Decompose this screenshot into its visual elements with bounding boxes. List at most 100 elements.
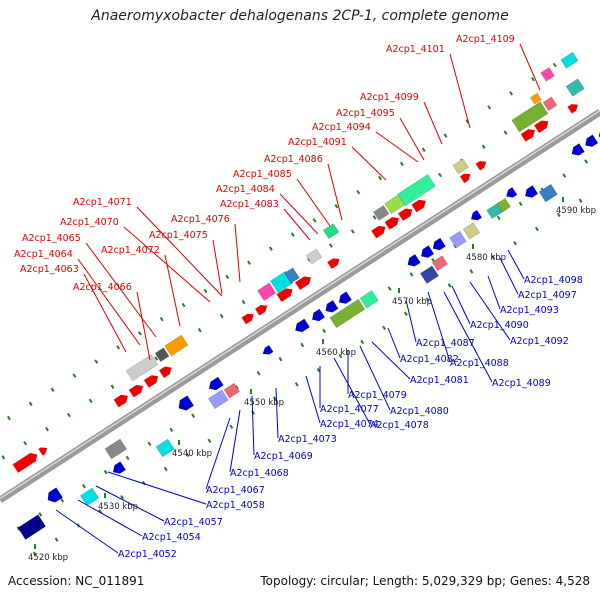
forward-gene-arrow[interactable]: [12, 450, 40, 473]
reverse-gene-arrow[interactable]: [596, 127, 600, 140]
reverse-gene-arrow[interactable]: [522, 185, 538, 200]
reverse-gene-arrow[interactable]: [569, 143, 585, 158]
forward-gene-arrow[interactable]: [159, 364, 174, 378]
reverse-gene-arrow[interactable]: [430, 237, 446, 253]
reverse-gene-label[interactable]: A2cp1_4052: [118, 549, 177, 560]
forward-gene-arrow[interactable]: [567, 101, 580, 114]
gene-feature[interactable]: [257, 282, 277, 301]
forward-gene-arrow[interactable]: [255, 302, 269, 316]
forward-gene-label[interactable]: A2cp1_4072: [101, 245, 160, 256]
gene-feature[interactable]: [322, 223, 340, 239]
gene-feature[interactable]: [125, 354, 159, 382]
gene-feature[interactable]: [154, 347, 170, 362]
gene-feature[interactable]: [207, 389, 229, 410]
gene-feature[interactable]: [329, 298, 366, 329]
gene-feature[interactable]: [305, 248, 323, 265]
gene-feature[interactable]: [397, 174, 436, 207]
reverse-gene-arrow[interactable]: [336, 291, 352, 307]
forward-gene-label[interactable]: A2cp1_4066: [73, 282, 132, 293]
reverse-gene-label[interactable]: A2cp1_4069: [254, 451, 313, 462]
gene-feature[interactable]: [530, 92, 542, 105]
forward-gene-label[interactable]: A2cp1_4076: [171, 214, 230, 225]
gene-feature[interactable]: [542, 96, 558, 112]
gene-feature[interactable]: [449, 230, 467, 249]
reverse-gene-label[interactable]: A2cp1_4098: [524, 275, 583, 286]
gene-feature[interactable]: [496, 197, 511, 213]
reverse-gene-label[interactable]: A2cp1_4073: [278, 434, 337, 445]
gene-feature[interactable]: [462, 222, 481, 240]
forward-gene-label[interactable]: A2cp1_4064: [14, 249, 73, 260]
reverse-gene-arrow[interactable]: [583, 134, 599, 150]
reverse-gene-label[interactable]: A2cp1_4090: [470, 320, 529, 331]
reverse-gene-arrow[interactable]: [110, 461, 126, 476]
reverse-gene-arrow[interactable]: [293, 318, 310, 335]
gene-feature[interactable]: [560, 51, 579, 69]
reverse-gene-arrow[interactable]: [261, 345, 274, 357]
reverse-gene-arrow[interactable]: [504, 187, 518, 200]
reverse-gene-label[interactable]: A2cp1_4079: [348, 390, 407, 401]
gene-feature[interactable]: [538, 183, 558, 203]
reverse-gene-label[interactable]: A2cp1_4054: [142, 532, 201, 543]
forward-gene-label[interactable]: A2cp1_4086: [264, 154, 323, 165]
forward-gene-label[interactable]: A2cp1_4099: [360, 92, 419, 103]
forward-gene-arrow[interactable]: [475, 158, 489, 171]
forward-gene-arrow[interactable]: [520, 126, 538, 142]
forward-gene-label[interactable]: A2cp1_4071: [73, 197, 132, 208]
gene-feature[interactable]: [359, 290, 379, 309]
reverse-gene-label[interactable]: A2cp1_4087: [416, 338, 475, 349]
forward-gene-label[interactable]: A2cp1_4091: [288, 137, 347, 148]
forward-gene-label[interactable]: A2cp1_4085: [233, 169, 292, 180]
forward-gene-arrow[interactable]: [295, 274, 313, 290]
reverse-gene-label[interactable]: A2cp1_4077: [320, 404, 379, 415]
gene-feature[interactable]: [223, 382, 240, 399]
gene-feature[interactable]: [431, 255, 449, 271]
gene-feature[interactable]: [511, 101, 549, 133]
reverse-gene-arrow[interactable]: [206, 376, 224, 393]
forward-gene-arrow[interactable]: [128, 382, 146, 398]
gene-feature[interactable]: [164, 334, 189, 357]
reverse-gene-label[interactable]: A2cp1_4092: [510, 336, 569, 347]
forward-gene-arrow[interactable]: [327, 256, 341, 269]
reverse-gene-label[interactable]: A2cp1_4078: [370, 420, 429, 431]
forward-gene-arrow[interactable]: [241, 311, 256, 325]
forward-gene-label[interactable]: A2cp1_4083: [220, 199, 279, 210]
forward-gene-label[interactable]: A2cp1_4070: [60, 217, 119, 228]
reverse-gene-label[interactable]: A2cp1_4088: [450, 358, 509, 369]
gene-feature[interactable]: [419, 265, 439, 284]
forward-gene-label[interactable]: A2cp1_4084: [216, 184, 275, 195]
reverse-gene-label[interactable]: A2cp1_4074: [320, 419, 379, 430]
forward-gene-arrow[interactable]: [276, 286, 295, 302]
gene-feature[interactable]: [104, 438, 127, 460]
reverse-gene-arrow[interactable]: [323, 300, 339, 315]
reverse-gene-label[interactable]: A2cp1_4097: [518, 290, 577, 301]
forward-gene-label[interactable]: A2cp1_4075: [149, 230, 208, 241]
gene-feature[interactable]: [373, 205, 390, 221]
reverse-gene-arrow[interactable]: [469, 210, 482, 223]
reverse-gene-arrow[interactable]: [309, 308, 325, 324]
forward-gene-label[interactable]: A2cp1_4101: [386, 44, 445, 55]
forward-gene-label[interactable]: A2cp1_4095: [336, 108, 395, 119]
reverse-gene-label[interactable]: A2cp1_4058: [206, 500, 265, 511]
reverse-gene-label[interactable]: A2cp1_4093: [500, 305, 559, 316]
reverse-gene-label[interactable]: A2cp1_4057: [164, 517, 223, 528]
reverse-gene-label[interactable]: A2cp1_4067: [206, 485, 265, 496]
gene-feature[interactable]: [17, 514, 47, 540]
gene-feature[interactable]: [565, 78, 585, 97]
forward-gene-label[interactable]: A2cp1_4109: [456, 34, 515, 45]
forward-gene-arrow[interactable]: [398, 206, 415, 221]
gene-feature[interactable]: [80, 487, 100, 506]
gene-feature[interactable]: [452, 158, 469, 175]
reverse-gene-arrow[interactable]: [44, 487, 63, 505]
forward-gene-arrow[interactable]: [459, 171, 473, 184]
reverse-gene-arrow[interactable]: [418, 245, 434, 261]
reverse-gene-label[interactable]: A2cp1_4089: [492, 378, 551, 389]
reverse-gene-label[interactable]: A2cp1_4080: [390, 406, 449, 417]
forward-gene-label[interactable]: A2cp1_4094: [312, 122, 371, 133]
forward-gene-arrow[interactable]: [143, 373, 161, 388]
gene-feature[interactable]: [284, 267, 300, 284]
forward-gene-arrow[interactable]: [38, 445, 49, 456]
gene-feature[interactable]: [155, 438, 175, 458]
reverse-gene-arrow[interactable]: [176, 395, 194, 414]
reverse-gene-label[interactable]: A2cp1_4068: [230, 468, 289, 479]
gene-feature[interactable]: [540, 67, 555, 82]
